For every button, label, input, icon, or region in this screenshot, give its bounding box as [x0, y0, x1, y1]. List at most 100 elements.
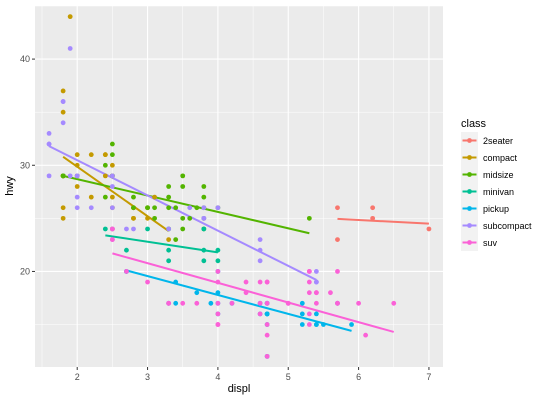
data-point — [46, 131, 52, 136]
data-point — [243, 290, 249, 296]
data-point — [370, 205, 376, 211]
fit-lines — [48, 145, 429, 333]
fit-line — [48, 145, 317, 281]
legend-key-point — [467, 223, 472, 228]
y-tick-label: 30 — [20, 160, 30, 170]
data-point — [74, 205, 80, 211]
data-point — [201, 184, 207, 189]
data-point — [131, 226, 136, 232]
data-point — [306, 279, 312, 285]
data-point — [215, 279, 221, 285]
data-point — [313, 322, 319, 327]
fit-line — [62, 174, 310, 235]
data-point — [215, 269, 221, 274]
data-point — [124, 269, 129, 274]
data-point — [180, 226, 186, 232]
data-point — [60, 215, 66, 221]
data-point — [306, 311, 312, 317]
data-point — [257, 311, 263, 317]
data-point — [166, 226, 172, 232]
data-point — [74, 162, 80, 168]
legend-label: 2seater — [483, 136, 513, 146]
data-point — [335, 205, 340, 211]
data-point — [215, 322, 221, 327]
data-point — [60, 88, 66, 94]
legend-key-point — [467, 206, 472, 211]
data-point — [313, 290, 319, 296]
data-point — [152, 194, 157, 200]
legend-key-point — [467, 138, 472, 143]
legend: class 2seater compact midsize minivan pickup… — [461, 118, 532, 251]
data-point — [335, 237, 340, 242]
data-point — [109, 173, 115, 179]
data-point — [264, 332, 270, 338]
data-point — [264, 279, 270, 285]
data-point — [257, 258, 263, 264]
fit-line — [337, 217, 429, 225]
data-point — [88, 194, 94, 200]
data-point — [313, 269, 319, 274]
data-point — [370, 215, 376, 221]
data-point — [88, 205, 94, 211]
data-point — [109, 184, 115, 189]
data-point — [328, 290, 333, 296]
x-axis-title: displ — [228, 383, 251, 395]
data-point — [194, 290, 200, 296]
data-point — [285, 300, 291, 306]
data-point — [299, 311, 305, 317]
data-point — [229, 300, 235, 306]
y-tick-label: 20 — [20, 266, 30, 276]
data-point — [102, 194, 108, 200]
data-point — [201, 247, 207, 253]
data-point — [201, 258, 207, 264]
data-point — [166, 247, 172, 253]
data-point — [145, 215, 150, 221]
data-point — [173, 205, 179, 211]
data-point — [215, 205, 221, 211]
data-point — [321, 322, 326, 327]
data-point — [124, 247, 129, 253]
data-point — [166, 184, 172, 189]
y-axis-title: hwy — [4, 176, 16, 196]
data-point — [187, 215, 193, 221]
legend-key-point — [467, 240, 472, 245]
data-point — [166, 258, 172, 264]
data-point — [145, 279, 150, 285]
data-point — [145, 226, 150, 232]
data-point — [299, 322, 305, 327]
data-point — [391, 300, 397, 306]
fit-line — [112, 252, 395, 333]
data-point — [306, 322, 312, 327]
legend-label: pickup — [483, 204, 509, 214]
data-point — [131, 194, 136, 200]
data-point — [109, 237, 115, 242]
data-point — [201, 226, 207, 232]
data-point — [173, 279, 179, 285]
data-point — [426, 226, 432, 232]
x-tick-label: 7 — [426, 372, 431, 382]
x-tick-label: 3 — [145, 372, 150, 382]
data-point — [187, 205, 193, 211]
data-point — [215, 290, 221, 296]
data-point — [257, 247, 263, 253]
data-point — [335, 300, 340, 306]
data-point — [60, 120, 66, 126]
data-point — [257, 237, 263, 242]
data-point — [201, 194, 207, 200]
legend-label: midsize — [483, 170, 514, 180]
data-point — [131, 215, 136, 221]
data-point — [313, 311, 319, 317]
data-point — [124, 226, 129, 232]
fit-line — [126, 269, 352, 332]
data-point — [264, 311, 270, 317]
legend-label: compact — [483, 153, 518, 163]
panel-background — [35, 6, 443, 367]
data-point — [201, 215, 207, 221]
data-point — [306, 215, 312, 221]
data-point — [180, 173, 186, 179]
data-point — [74, 152, 80, 158]
data-point — [166, 205, 172, 211]
fit-line — [62, 155, 170, 232]
data-point — [109, 205, 115, 211]
